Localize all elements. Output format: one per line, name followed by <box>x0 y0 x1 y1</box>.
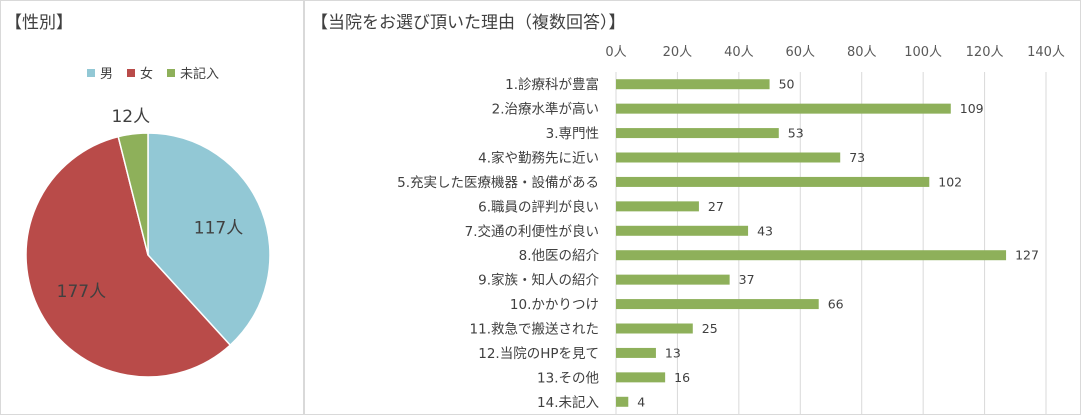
legend-label: 女 <box>139 67 153 82</box>
gender-pie-chart: 117人 177人 12人 <box>25 107 271 378</box>
bar-data-label: 43 <box>757 223 773 238</box>
pie-data-label-0: 117人 <box>194 219 243 239</box>
reasons-chart-panel: 【当院をお選び頂いた理由（複数回答）】 0人 20人 40人 60人 80人 100人 12… <box>304 0 1081 415</box>
x-tick-label: 40人 <box>724 45 754 60</box>
bar-data-label: 50 <box>779 77 795 92</box>
category-label: 5.充実した医療機器・設備がある <box>397 174 599 191</box>
legend-label: 未記入 <box>180 67 220 82</box>
category-label: 6.職員の評判が良い <box>478 199 599 215</box>
pie-slice-1 <box>25 135 232 378</box>
bar-4 <box>616 152 841 163</box>
category-label: 9.家族・知人の紹介 <box>478 272 599 289</box>
bar-11 <box>616 323 693 334</box>
bar-data-label: 73 <box>849 150 865 165</box>
bar-9 <box>616 274 730 285</box>
bar-13 <box>616 372 666 383</box>
legend-label: 男 <box>99 67 113 82</box>
category-label: 3.専門性 <box>546 126 599 142</box>
bar-data-label: 102 <box>938 174 962 189</box>
pie-data-label-1: 177人 <box>57 282 106 302</box>
bar-14 <box>616 396 629 407</box>
category-label: 10.かかりつけ <box>510 297 599 313</box>
bar-8 <box>616 250 1007 261</box>
reasons-chart-title: 【当院をお選び頂いた理由（複数回答）】 <box>311 13 626 33</box>
x-tick-label: 60人 <box>786 45 816 60</box>
x-tick-label: 100人 <box>904 45 942 60</box>
pie-data-label-2: 12人 <box>111 107 150 127</box>
bar-data-label: 53 <box>788 126 804 141</box>
bar-data-label: 66 <box>828 297 844 312</box>
bar-data-label: 127 <box>1015 248 1039 263</box>
bar-6 <box>616 201 699 212</box>
category-label: 13.その他 <box>537 370 599 386</box>
bar-7 <box>616 225 749 236</box>
category-label: 1.診療科が豊富 <box>505 76 599 93</box>
gender-chart-panel: 【性別】 男 女 未記入 117人 177人 12人 <box>0 0 304 415</box>
category-label: 2.治療水準が高い <box>492 101 599 118</box>
bar-data-label: 37 <box>739 272 755 287</box>
bar-1 <box>616 79 770 90</box>
x-tick-label: 0人 <box>605 45 626 60</box>
pie-slice-0 <box>147 132 271 347</box>
x-tick-label: 120人 <box>966 45 1004 60</box>
category-label: 12.当院のHPを見て <box>478 346 599 362</box>
category-label: 4.家や勤務先に近い <box>478 150 599 167</box>
bar-2 <box>616 103 951 114</box>
gender-chart-title: 【性別】 <box>5 13 73 33</box>
x-tick-label: 140人 <box>1027 45 1065 60</box>
legend-swatch <box>126 68 135 77</box>
bar-data-label: 27 <box>708 199 724 214</box>
bar-5 <box>616 176 930 187</box>
legend-item-2: 未記入 <box>167 63 219 82</box>
pie-slice-2 <box>117 132 149 256</box>
gender-chart-legend: 男 女 未記入 <box>1 63 305 82</box>
x-tick-label: 20人 <box>663 45 693 60</box>
bar-data-label: 13 <box>665 345 681 360</box>
category-label: 11.救急で搬送された <box>470 322 599 338</box>
bar-data-label: 25 <box>702 321 718 336</box>
category-label: 14.未記入 <box>537 394 599 411</box>
legend-swatch <box>86 68 95 77</box>
legend-item-1: 女 <box>126 63 153 82</box>
bar-12 <box>616 347 656 358</box>
category-label: 7.交通の利便性が良い <box>465 223 599 240</box>
bar-data-label: 16 <box>674 370 690 385</box>
category-label: 8.他医の紹介 <box>519 248 600 264</box>
bar-3 <box>616 128 779 139</box>
bar-data-label: 4 <box>637 394 645 409</box>
bar-10 <box>616 299 819 310</box>
legend-swatch <box>167 68 175 77</box>
bar-data-label: 109 <box>960 101 984 116</box>
x-tick-label: 80人 <box>847 45 877 60</box>
legend-item-0: 男 <box>86 63 113 82</box>
reasons-bar-chart: 0人 20人 40人 60人 80人 100人 120人 140人 1.診療科が豊富 50 2.治療… <box>397 45 1065 414</box>
